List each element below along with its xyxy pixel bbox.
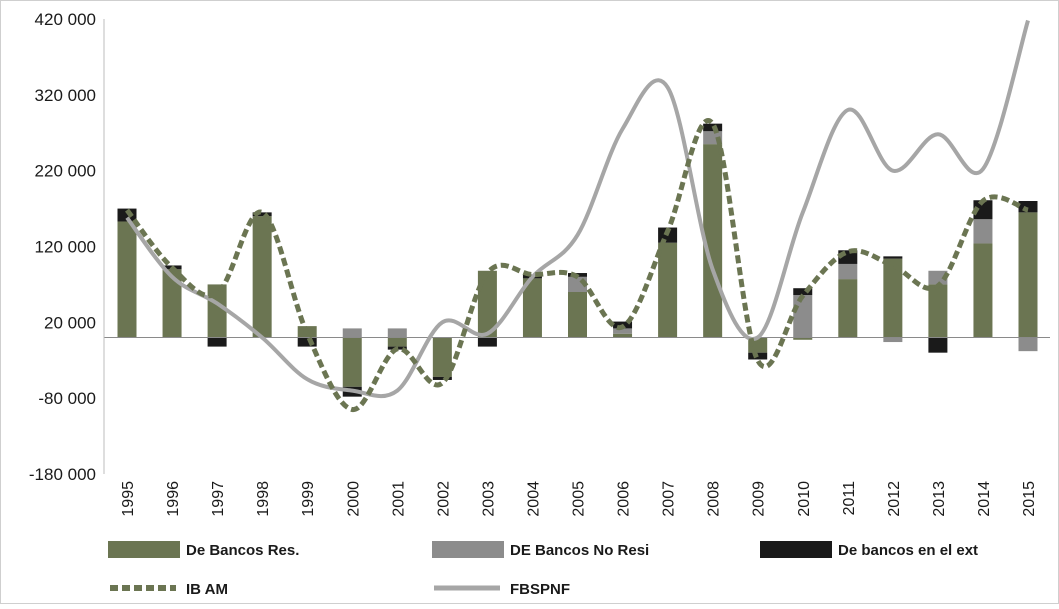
legend-swatch-de-bancos-res: [108, 541, 180, 558]
line-fbspnf: [125, 19, 1030, 399]
legend-label-de-bancos-no-resi: DE Bancos No Resi: [510, 542, 649, 559]
bar-de-bancos-res-2015: [1018, 212, 1038, 338]
bar-de-bancos-en-el-ext-2012: [883, 256, 903, 259]
y-tick-label: 420 000: [35, 10, 96, 29]
y-tick-label: 20 000: [44, 313, 96, 332]
bar-de-bancos-no-resi-2001: [387, 328, 407, 338]
legend-label-ib-am: IB AM: [186, 581, 228, 598]
x-tick-label: 2009: [751, 481, 768, 517]
bar-de-bancos-res-2012: [883, 258, 903, 338]
x-tick-label: 1997: [210, 481, 227, 517]
bar-de-bancos-res-1997: [207, 284, 227, 338]
bar-de-bancos-no-resi-2011: [838, 263, 858, 280]
bar-de-bancos-en-el-ext-2003: [477, 337, 497, 347]
legend-swatch-de-bancos-en-el-ext: [760, 541, 832, 558]
bar-de-bancos-no-resi-2013: [928, 270, 948, 285]
bar-de-bancos-res-2001: [387, 337, 407, 347]
legend-label-fbspnf: FBSPNF: [510, 581, 570, 598]
bar-de-bancos-en-el-ext-1999: [297, 337, 317, 347]
x-tick-label: 2006: [616, 481, 633, 517]
x-tick-label: 1999: [300, 481, 317, 517]
y-tick-label: 320 000: [35, 86, 96, 105]
bar-de-bancos-en-el-ext-2015: [1018, 201, 1038, 213]
x-tick-label: 1998: [255, 481, 272, 517]
bar-de-bancos-no-resi-2000: [342, 328, 362, 338]
y-tick-label: -180 000: [29, 465, 96, 484]
bar-de-bancos-res-1995: [117, 221, 137, 338]
bar-de-bancos-en-el-ext-2010: [793, 288, 813, 296]
bar-de-bancos-res-2000: [342, 337, 362, 387]
x-tick-label: 2000: [345, 481, 362, 517]
bar-de-bancos-res-2006: [613, 333, 633, 338]
bar-de-bancos-en-el-ext-2014: [973, 200, 993, 220]
bar-de-bancos-no-resi-2014: [973, 219, 993, 244]
legend-label-de-bancos-res: De Bancos Res.: [186, 542, 299, 559]
bar-de-bancos-res-2010: [793, 337, 813, 340]
bar-de-bancos-res-2005: [568, 292, 587, 338]
bar-de-bancos-res-2013: [928, 284, 948, 338]
bar-de-bancos-res-2014: [973, 243, 993, 338]
y-tick-label: 220 000: [35, 162, 96, 181]
x-tick-label: 1996: [165, 481, 182, 517]
legend: De Bancos Res. DE Bancos No Resi De bancos…: [108, 541, 978, 598]
bar-de-bancos-res-1996: [162, 269, 182, 338]
bar-de-bancos-no-resi-2012: [883, 337, 903, 343]
x-tick-label: 2001: [390, 481, 407, 517]
bar-de-bancos-res-1998: [252, 216, 272, 338]
y-tick-label: 120 000: [35, 238, 96, 257]
x-tick-label: 2002: [435, 481, 452, 517]
bar-de-bancos-en-el-ext-1997: [207, 337, 227, 347]
bar-de-bancos-en-el-ext-2013: [928, 337, 948, 353]
bar-de-bancos-res-2007: [658, 242, 678, 338]
bar-de-bancos-no-resi-2015: [1018, 337, 1038, 352]
bar-de-bancos-no-resi-2010: [793, 295, 813, 338]
y-axis: 420 000 320 000 220 000 120 000 20 000 -80 00…: [29, 10, 96, 484]
x-tick-label: 1995: [120, 481, 137, 517]
x-axis: 1995 1996 1997 1998 1999 2000 2001 2002 2003 2004…: [120, 481, 1038, 517]
bar-de-bancos-res-2003: [477, 270, 497, 338]
bar-de-bancos-res-2008: [703, 144, 723, 338]
x-tick-label: 2003: [480, 481, 497, 517]
bar-de-bancos-res-2011: [838, 279, 858, 338]
bar-de-bancos-en-el-ext-1995: [117, 208, 137, 222]
bar-de-bancos-en-el-ext-2002: [432, 376, 452, 380]
x-tick-label: 2011: [841, 481, 858, 516]
y-tick-label: -80 000: [38, 389, 96, 408]
legend-swatch-de-bancos-no-resi: [432, 541, 504, 558]
x-tick-label: 2014: [976, 481, 993, 517]
bar-de-bancos-en-el-ext-1998: [252, 212, 272, 217]
bar-de-bancos-res-2002: [432, 337, 452, 377]
bar-de-bancos-res-2004: [522, 278, 542, 338]
x-tick-label: 2008: [706, 481, 723, 517]
x-tick-label: 2012: [886, 481, 903, 517]
x-tick-label: 2004: [525, 481, 542, 517]
x-tick-label: 2005: [571, 481, 588, 517]
x-tick-label: 2015: [1021, 481, 1038, 517]
bar-de-bancos-no-resi-2006: [613, 328, 633, 334]
legend-label-de-bancos-en-el-ext: De bancos en el ext: [838, 542, 978, 559]
lines-layer: [125, 19, 1030, 412]
x-tick-label: 2010: [796, 481, 813, 517]
x-tick-label: 2007: [661, 481, 678, 517]
line-ib-am: [125, 118, 1029, 412]
x-tick-label: 2013: [931, 481, 948, 517]
